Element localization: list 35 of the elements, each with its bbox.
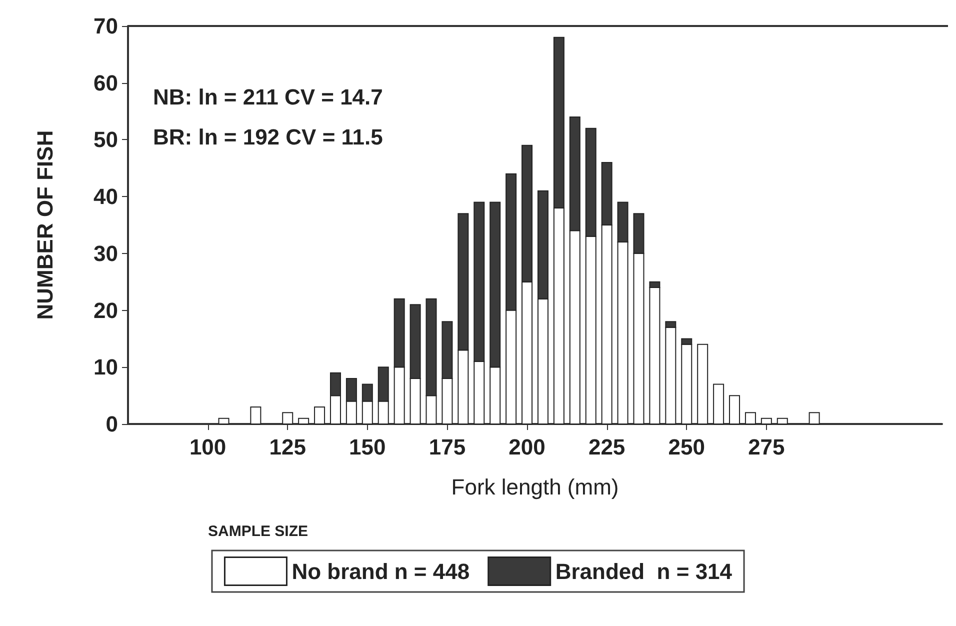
bar — [250, 406, 262, 424]
x-tick-label: 250 — [668, 434, 705, 460]
x-tick-label: 125 — [269, 434, 306, 460]
annotation: NB: ln = 211 CV = 14.7 — [153, 84, 383, 110]
legend-label: No brand n = 448 — [292, 558, 470, 584]
y-tick-label: 50 — [94, 127, 118, 152]
x-tick-label: 225 — [588, 434, 626, 460]
y-axis-title: NUMBER OF FISH — [32, 130, 58, 320]
bar — [744, 412, 756, 424]
y-tick-label: 40 — [94, 184, 118, 210]
x-tick-label: 150 — [349, 434, 386, 460]
bar — [298, 418, 310, 424]
y-tick-label: 0 — [106, 412, 118, 436]
y-tick-label: 10 — [94, 354, 118, 380]
x-tick-label: 200 — [508, 434, 546, 460]
x-tick-label: 100 — [189, 434, 226, 460]
y-tick-label: 30 — [94, 240, 118, 266]
bar — [776, 418, 788, 424]
y-tick-label: 20 — [94, 298, 118, 323]
legend-title: SAMPLE SIZE — [208, 523, 308, 540]
bar — [713, 384, 724, 424]
bar — [282, 412, 294, 424]
y-tick-label: 60 — [94, 70, 118, 96]
bar — [697, 344, 708, 424]
annotation: BR: ln = 192 CV = 11.5 — [153, 124, 383, 150]
bar — [808, 412, 820, 424]
bar — [314, 406, 326, 424]
bar — [218, 418, 230, 424]
y-tick-label: 70 — [94, 14, 118, 38]
x-axis-title: Fork length (mm) — [451, 474, 619, 500]
x-tick-label: 175 — [428, 434, 466, 460]
bar — [729, 395, 740, 424]
bar — [760, 418, 772, 424]
x-tick-label: 275 — [748, 434, 785, 460]
legend-label: Branded n = 314 — [555, 558, 733, 584]
